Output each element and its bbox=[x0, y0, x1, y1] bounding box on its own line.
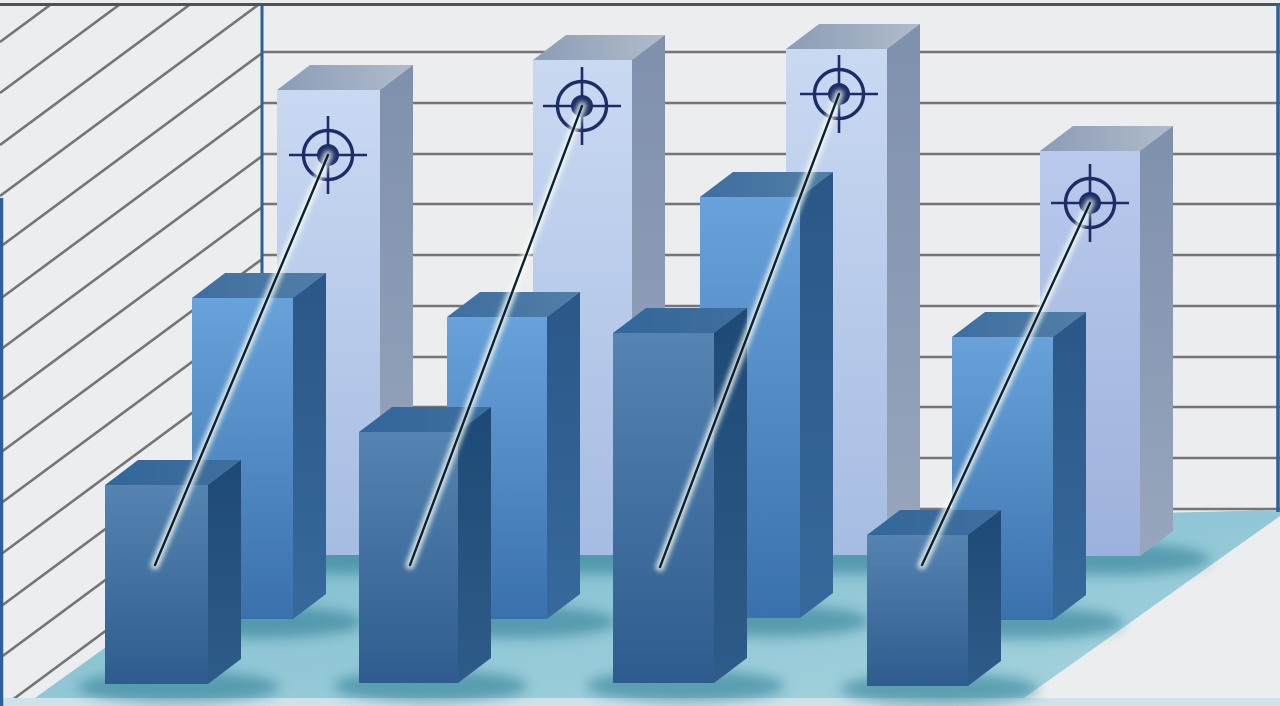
back-bar-3-top-face bbox=[786, 24, 920, 49]
back-bar-3-side-face bbox=[887, 24, 920, 555]
frame-borders bbox=[0, 3, 1280, 706]
front-bar-3-front-face bbox=[613, 333, 714, 683]
front-bar-4-front-face bbox=[867, 535, 968, 686]
target-outer-ring bbox=[1063, 176, 1117, 230]
middle-bar-4-side-face bbox=[1053, 312, 1086, 620]
front-bar-1-top-face bbox=[105, 460, 241, 485]
laser-core bbox=[408, 104, 584, 567]
target-outer-ring bbox=[555, 79, 609, 133]
diagonal-grid-line bbox=[0, 3, 262, 95]
front-bar-2-side-face bbox=[458, 407, 491, 683]
laser-core bbox=[153, 153, 330, 567]
target-outer-ring bbox=[812, 67, 866, 121]
target-outer-ring bbox=[301, 128, 355, 182]
front-row-bars bbox=[105, 308, 1001, 686]
diagonal-grid-line bbox=[0, 3, 262, 198]
bottom-edge-strip bbox=[0, 698, 1280, 706]
diagonal-grid-line bbox=[0, 104, 262, 301]
back-bar-4-top-face bbox=[1040, 126, 1173, 151]
front-bar-4-side-face bbox=[968, 510, 1001, 686]
diagonal-grid-line bbox=[0, 3, 262, 147]
middle-bar-1-top-face bbox=[192, 273, 326, 298]
diagonal-grid-line bbox=[0, 206, 262, 403]
middle-bar-4 bbox=[952, 312, 1086, 620]
front-bar-1 bbox=[105, 460, 241, 684]
trend-laser-3 bbox=[654, 88, 845, 573]
back-bar-1-top-face bbox=[277, 65, 413, 90]
laser-core bbox=[658, 92, 841, 569]
laser-core bbox=[920, 201, 1092, 567]
front-bar-1-side-face bbox=[208, 460, 241, 684]
front-bar-1-front-face bbox=[105, 485, 208, 684]
back-bar-4-side-face bbox=[1140, 126, 1173, 556]
trend-laser-2 bbox=[404, 100, 588, 571]
front-bar-4 bbox=[867, 510, 1001, 686]
diagonal-grid-line bbox=[0, 3, 262, 44]
back-bar-2-top-face bbox=[533, 35, 665, 60]
front-bar-3 bbox=[613, 308, 747, 683]
middle-bar-4-top-face bbox=[952, 312, 1086, 337]
middle-bar-2-top-face bbox=[447, 292, 580, 317]
trend-laser-1 bbox=[149, 149, 334, 571]
trend-laser-4 bbox=[916, 197, 1096, 571]
trend-laser-lines bbox=[149, 88, 1096, 573]
middle-bar-1-side-face bbox=[293, 273, 326, 619]
middle-bar-3-side-face bbox=[800, 172, 833, 618]
diagonal-grid-line bbox=[0, 155, 262, 352]
front-bar-4-top-face bbox=[867, 510, 1001, 535]
diagonal-grid-line bbox=[0, 52, 262, 249]
front-bar-2 bbox=[359, 407, 491, 683]
middle-bar-2-side-face bbox=[547, 292, 580, 619]
front-bar-3-top-face bbox=[613, 308, 747, 333]
